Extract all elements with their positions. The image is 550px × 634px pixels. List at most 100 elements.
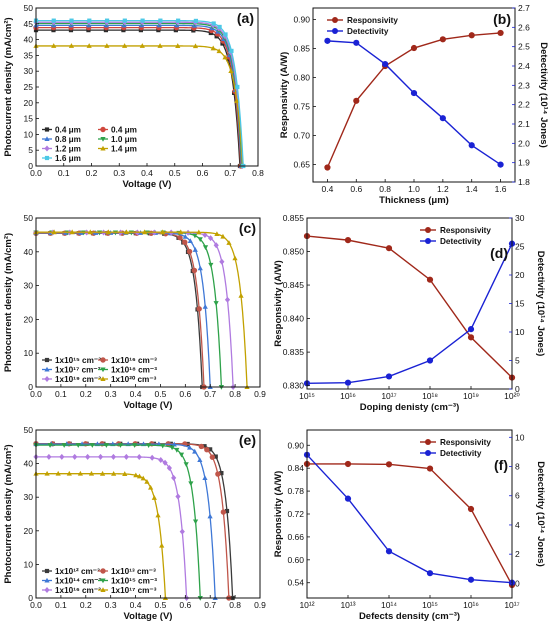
data-point-e-5 — [155, 512, 161, 518]
y2-tick-label: 2.3 — [518, 80, 530, 90]
legend-marker — [44, 587, 50, 593]
y-tick-label: 0.80 — [293, 73, 310, 83]
data-point-c-5 — [232, 255, 238, 261]
x-tick-label: 0.0 — [30, 389, 42, 399]
data-point-a-5 — [216, 48, 222, 54]
data-point-b-0 — [353, 97, 360, 104]
legend-label: 1.2 μm — [55, 145, 81, 154]
data-point-e-5 — [99, 470, 106, 476]
data-point-e-5 — [66, 470, 72, 476]
x-tick-label: 0.2 — [80, 389, 92, 399]
x-tick-label: 0.4 — [130, 600, 142, 610]
y-tick-label: 5 — [28, 145, 33, 155]
y-axis-label: Responsivity (A/W) — [279, 52, 290, 139]
data-point-d-0 — [426, 276, 434, 283]
data-point-c-5 — [220, 233, 226, 239]
data-point-e-4 — [136, 454, 142, 461]
x-tick-label: 0.8 — [229, 600, 241, 610]
data-point-c-1 — [177, 234, 183, 241]
legend-label: 1x10¹⁶ cm⁻³ — [111, 356, 157, 365]
data-point-b-0 — [468, 32, 475, 39]
data-point-a-5 — [228, 68, 234, 74]
y-tick-label: 0.85 — [293, 44, 310, 54]
y-tick-label: 40 — [24, 35, 34, 45]
y-tick-label: 30 — [24, 281, 34, 291]
x-tick-label: 0.8 — [379, 184, 391, 194]
data-point-b-1 — [382, 60, 389, 68]
y2-tick-label: 2.1 — [518, 119, 530, 129]
x-tick-label: 0.6 — [197, 168, 209, 178]
data-point-f-1 — [385, 548, 393, 555]
y2-tick-label: 8 — [515, 462, 520, 472]
y-tick-label: 0 — [28, 593, 33, 603]
y-tick-label: 20 — [24, 98, 34, 108]
x-tick-label: 0.9 — [254, 600, 266, 610]
y2-tick-label: 4 — [515, 520, 520, 530]
data-point-a-6 — [223, 32, 228, 37]
y-tick-label: 0.66 — [287, 532, 304, 542]
data-point-e-3 — [103, 443, 109, 448]
legend-label: 1x10¹³ cm⁻³ — [111, 567, 156, 576]
legend-label: 1x10¹⁵ cm⁻³ — [55, 356, 101, 365]
y-tick-label: 40 — [24, 247, 34, 257]
data-point-f-1 — [344, 495, 352, 502]
data-point-e-3 — [188, 481, 194, 487]
data-point-e-5 — [140, 475, 146, 481]
y2-tick-label: 2.0 — [518, 138, 530, 148]
legend-marker — [425, 439, 431, 445]
x-tick-label: 0.8 — [252, 168, 264, 178]
data-point-c-5 — [214, 231, 220, 236]
data-point-a-6 — [69, 18, 74, 23]
x-tick-label: 0.0 — [30, 600, 42, 610]
data-point-e-5 — [136, 473, 143, 479]
y-tick-label: 35 — [24, 50, 34, 60]
series-line-d-0 — [306, 235, 513, 379]
panel-label: (a) — [237, 10, 254, 26]
data-point-d-1 — [385, 373, 393, 380]
x-tick-label: 0.8 — [229, 389, 241, 399]
legend-marker — [44, 577, 50, 583]
data-point-e-5 — [111, 470, 117, 476]
y-tick-label: 20 — [24, 314, 34, 324]
data-point-e-0 — [213, 454, 218, 459]
data-point-e-3 — [183, 462, 189, 468]
data-point-c-2 — [182, 233, 188, 239]
data-point-a-5 — [175, 43, 181, 48]
data-point-e-0 — [219, 471, 224, 476]
data-point-e-4 — [162, 459, 168, 466]
data-point-b-0 — [324, 164, 331, 171]
y-tick-label: 0 — [28, 382, 33, 392]
legend-marker — [425, 227, 431, 233]
x-tick-label: 0.7 — [204, 389, 216, 399]
data-point-e-3 — [131, 443, 138, 448]
data-point-e-3 — [89, 443, 95, 448]
x-axis-label: Doping denisty (cm⁻³) — [360, 402, 460, 413]
data-point-f-1 — [467, 576, 475, 583]
y2-axis-label: Detectivity (10¹⁴ Jones) — [535, 251, 546, 357]
x-axis-label: Thickness (μm) — [379, 195, 449, 206]
legend-marker — [44, 136, 50, 141]
data-point-e-2 — [202, 475, 208, 481]
data-point-c-4 — [224, 296, 231, 303]
y-tick-label: 30 — [24, 66, 34, 76]
data-point-e-4 — [72, 453, 78, 460]
data-point-b-1 — [353, 39, 360, 46]
data-point-c-1 — [182, 239, 188, 245]
legend-label: 0.4 μm — [55, 126, 81, 135]
y2-tick-label: 2.2 — [518, 100, 530, 110]
data-point-a-6 — [51, 18, 56, 23]
y-tick-label: 50 — [24, 3, 34, 13]
y-tick-label: 50 — [24, 213, 34, 223]
x-axis-label: Voltage (V) — [124, 400, 173, 411]
data-point-e-5 — [148, 484, 154, 490]
data-point-a-6 — [193, 18, 199, 24]
x-tick-label: 0.3 — [105, 600, 117, 610]
data-point-a-6 — [217, 24, 222, 30]
data-point-e-3 — [174, 447, 180, 453]
y-tick-label: 50 — [24, 425, 34, 435]
data-point-e-4 — [123, 453, 129, 460]
y2-axis-label: Detectivity (10¹⁴ Jones) — [535, 461, 546, 567]
legend-label: Detectivity — [440, 449, 482, 458]
data-point-e-4 — [171, 474, 177, 481]
y-tick-label: 0.65 — [293, 160, 310, 170]
